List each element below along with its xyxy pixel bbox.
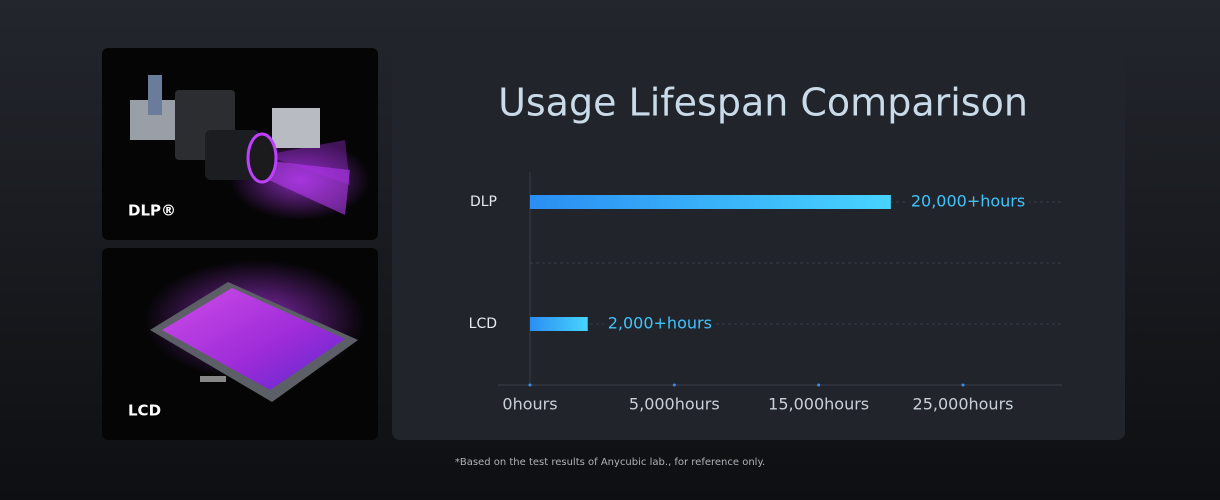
- dlp-illustration: [130, 75, 370, 220]
- chart-panel: [392, 48, 1125, 440]
- tick-mark: [672, 383, 676, 387]
- tick-mark: [528, 383, 532, 387]
- category-label: LCD: [469, 316, 497, 332]
- panel-label: DLP®: [128, 202, 176, 220]
- tick-mark: [817, 383, 821, 387]
- panel-label: LCD: [128, 402, 161, 420]
- value-label: 20,000+hours: [911, 192, 1025, 211]
- bar: [530, 195, 891, 209]
- bar: [530, 317, 588, 331]
- footnote: *Based on the test results of Anycubic l…: [455, 457, 765, 468]
- chart-title: Usage Lifespan Comparison: [498, 81, 1028, 125]
- x-tick-label: 0hours: [502, 395, 557, 414]
- x-tick-label: 25,000hours: [913, 395, 1014, 414]
- x-tick-label: 15,000hours: [768, 395, 869, 414]
- category-label: DLP: [470, 194, 497, 210]
- label-background: [906, 191, 1030, 211]
- lcd-illustration: [145, 260, 365, 402]
- value-label: 2,000+hours: [608, 314, 712, 333]
- label-background: [603, 313, 716, 333]
- x-tick-label: 5,000hours: [629, 395, 720, 414]
- tick-mark: [961, 383, 965, 387]
